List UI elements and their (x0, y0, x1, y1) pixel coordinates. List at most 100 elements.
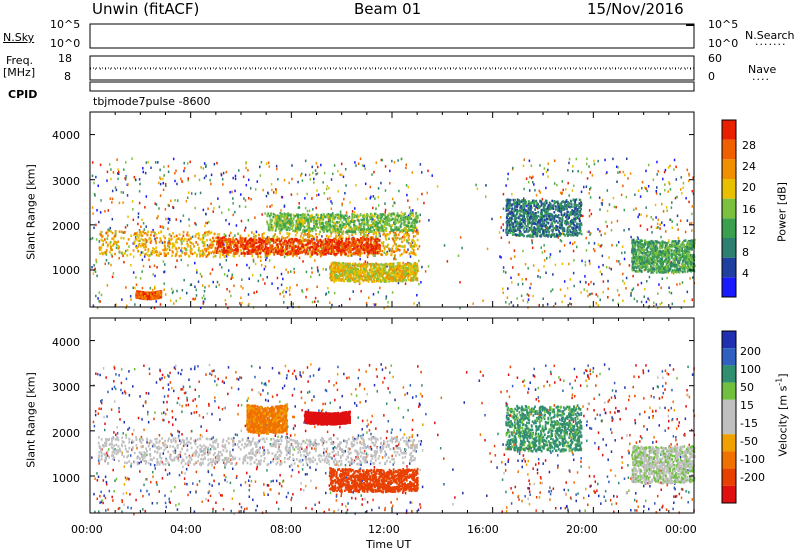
power-heatmap-cells (90, 157, 696, 310)
power-feature-cell (320, 252, 323, 255)
power-noise-cell (189, 283, 192, 287)
power-noise-cell (275, 188, 277, 191)
power-noise-cell (431, 174, 433, 177)
power-noise-cell (507, 177, 509, 181)
power-feature-cell (258, 246, 261, 249)
power-cbar-tick-16: 16 (742, 203, 756, 216)
power-feature-cell (376, 278, 378, 281)
power-feature-cell (288, 246, 291, 250)
power-feature-cell (388, 279, 391, 282)
power-feature-cell (203, 241, 206, 244)
power-feature-cell (292, 242, 294, 245)
power-feature-cell (334, 231, 337, 234)
power-noise-cell (110, 168, 112, 171)
power-feature-cell (377, 278, 380, 281)
power-feature-cell (342, 261, 344, 265)
power-noise-cell (311, 266, 313, 270)
power-noise-cell (330, 178, 333, 181)
nsky-frame (89, 23, 695, 49)
power-feature-cell (411, 266, 414, 269)
power-noise-cell (265, 162, 268, 165)
power-feature-cell (373, 266, 376, 270)
power-feature-cell (405, 271, 408, 275)
power-noise-cell (580, 291, 582, 294)
power-feature-cell (366, 234, 369, 237)
power-noise-cell (605, 172, 607, 176)
power-feature-cell (236, 244, 239, 247)
power-feature-cell (356, 243, 359, 246)
power-feature-cell (155, 249, 157, 253)
power-feature-cell (227, 253, 230, 256)
power-feature-cell (409, 268, 412, 271)
power-feature-cell (250, 231, 253, 234)
power-noise-cell (124, 306, 127, 310)
power-feature-cell (367, 278, 370, 282)
power-noise-cell (142, 222, 145, 225)
power-feature-cell (254, 238, 256, 241)
power-feature-cell (322, 253, 325, 257)
power-feature-cell (177, 237, 180, 240)
power-noise-cell (621, 245, 624, 248)
power-noise-cell (317, 300, 319, 303)
power-noise-cell (418, 301, 420, 305)
power-feature-cell (303, 247, 306, 250)
power-feature-cell (163, 240, 166, 244)
power-feature-cell (308, 236, 310, 239)
power-noise-cell (361, 164, 364, 167)
power-noise-cell (95, 260, 98, 264)
power-noise-cell (107, 228, 110, 231)
power-noise-cell (522, 197, 525, 200)
power-noise-cell (597, 227, 599, 231)
velocity-cbar-tick-50: 50 (740, 381, 754, 394)
power-noise-cell (154, 274, 156, 278)
power-noise-cell (420, 280, 422, 284)
power-feature-cell (216, 240, 219, 244)
power-noise-cell (602, 290, 604, 294)
power-noise-cell (610, 267, 613, 271)
power-feature-cell (347, 271, 350, 275)
power-feature-cell (353, 280, 355, 283)
power-feature-cell (387, 276, 389, 279)
power-feature-cell (98, 247, 101, 251)
power-noise-cell (617, 302, 619, 305)
power-noise-cell (326, 197, 329, 201)
power-feature-cell (277, 246, 280, 249)
power-noise-cell (459, 281, 461, 284)
power-feature-cell (124, 252, 126, 255)
power-feature-cell (335, 263, 338, 266)
power-feature-cell (334, 277, 337, 280)
power-noise-cell (116, 158, 118, 161)
power-feature-cell (255, 245, 258, 249)
power-feature-cell (300, 239, 303, 242)
power-feature-cell (295, 254, 298, 257)
power-feature-cell (366, 277, 369, 280)
power-noise-cell (199, 306, 202, 310)
power-feature-cell (288, 240, 290, 243)
power-noise-cell (527, 267, 529, 270)
power-feature-cell (361, 275, 364, 278)
power-feature-cell (259, 252, 262, 255)
power-feature-cell (344, 245, 347, 248)
power-noise-cell (98, 291, 101, 294)
power-feature-cell (136, 246, 138, 250)
power-noise-cell (232, 197, 234, 200)
power-noise-cell (122, 201, 124, 204)
power-noise-cell (590, 232, 592, 235)
power-noise-cell (612, 196, 615, 200)
power-feature-cell (370, 245, 373, 248)
power-feature-cell (134, 238, 137, 241)
power-noise-cell (387, 305, 389, 308)
power-feature-cell (132, 249, 135, 252)
power-feature-cell (188, 234, 190, 237)
power-feature-cell (265, 251, 268, 254)
power-feature-cell (218, 249, 221, 253)
power-noise-cell (167, 164, 170, 168)
power-noise-cell (690, 222, 693, 225)
power-noise-cell (316, 194, 318, 197)
power-noise-cell (92, 304, 95, 307)
power-feature-cell (260, 247, 263, 250)
power-feature-cell (378, 264, 381, 268)
power-feature-cell (182, 234, 185, 238)
power-feature-cell (267, 252, 269, 255)
power-noise-cell (96, 306, 99, 310)
